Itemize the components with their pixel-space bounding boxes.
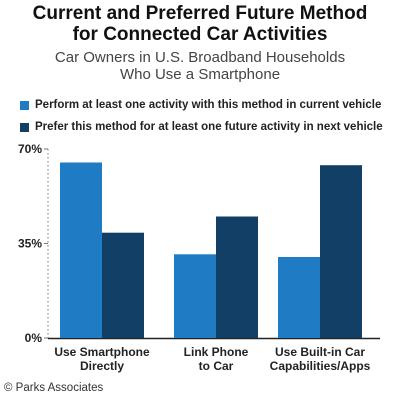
legend-item-current: Perform at least one activity with this … [20, 94, 400, 116]
bar-current [278, 257, 320, 338]
y-tick-label: 70% [18, 142, 42, 156]
legend-item-future: Prefer this method for at least one futu… [20, 116, 400, 138]
bar-future [102, 232, 144, 338]
legend: Perform at least one activity with this … [20, 94, 400, 138]
legend-label-future: Prefer this method for at least one futu… [35, 121, 383, 133]
bar-future [320, 165, 362, 338]
x-tick-label: Use Built-in Car Capabilities/Apps [270, 345, 371, 373]
bar-current [60, 162, 102, 338]
x-tick-label: Link Phone to Car [184, 345, 249, 373]
copyright-credit: © Parks Associates [4, 382, 104, 394]
bar-future [216, 216, 258, 338]
y-tick-label: 35% [18, 237, 42, 251]
legend-swatch-current [20, 100, 29, 110]
legend-swatch-future [20, 122, 29, 132]
legend-label-current: Perform at least one activity with this … [35, 99, 382, 111]
bar-current [174, 254, 216, 338]
chart-subtitle: Car Owners in U.S. Broadband Households … [54, 49, 346, 83]
y-tick-label: 0% [25, 331, 43, 345]
chart-title: Current and Preferred Future Method for … [32, 3, 368, 45]
x-tick-label: Use Smartphone Directly [54, 345, 150, 373]
